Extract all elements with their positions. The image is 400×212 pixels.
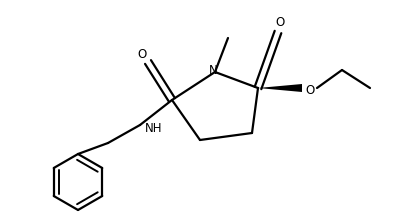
- Text: O: O: [137, 47, 147, 60]
- Text: NH: NH: [145, 121, 163, 134]
- Text: O: O: [275, 17, 285, 29]
- Text: O: O: [305, 84, 315, 96]
- Text: N: N: [209, 64, 217, 77]
- Polygon shape: [258, 84, 302, 92]
